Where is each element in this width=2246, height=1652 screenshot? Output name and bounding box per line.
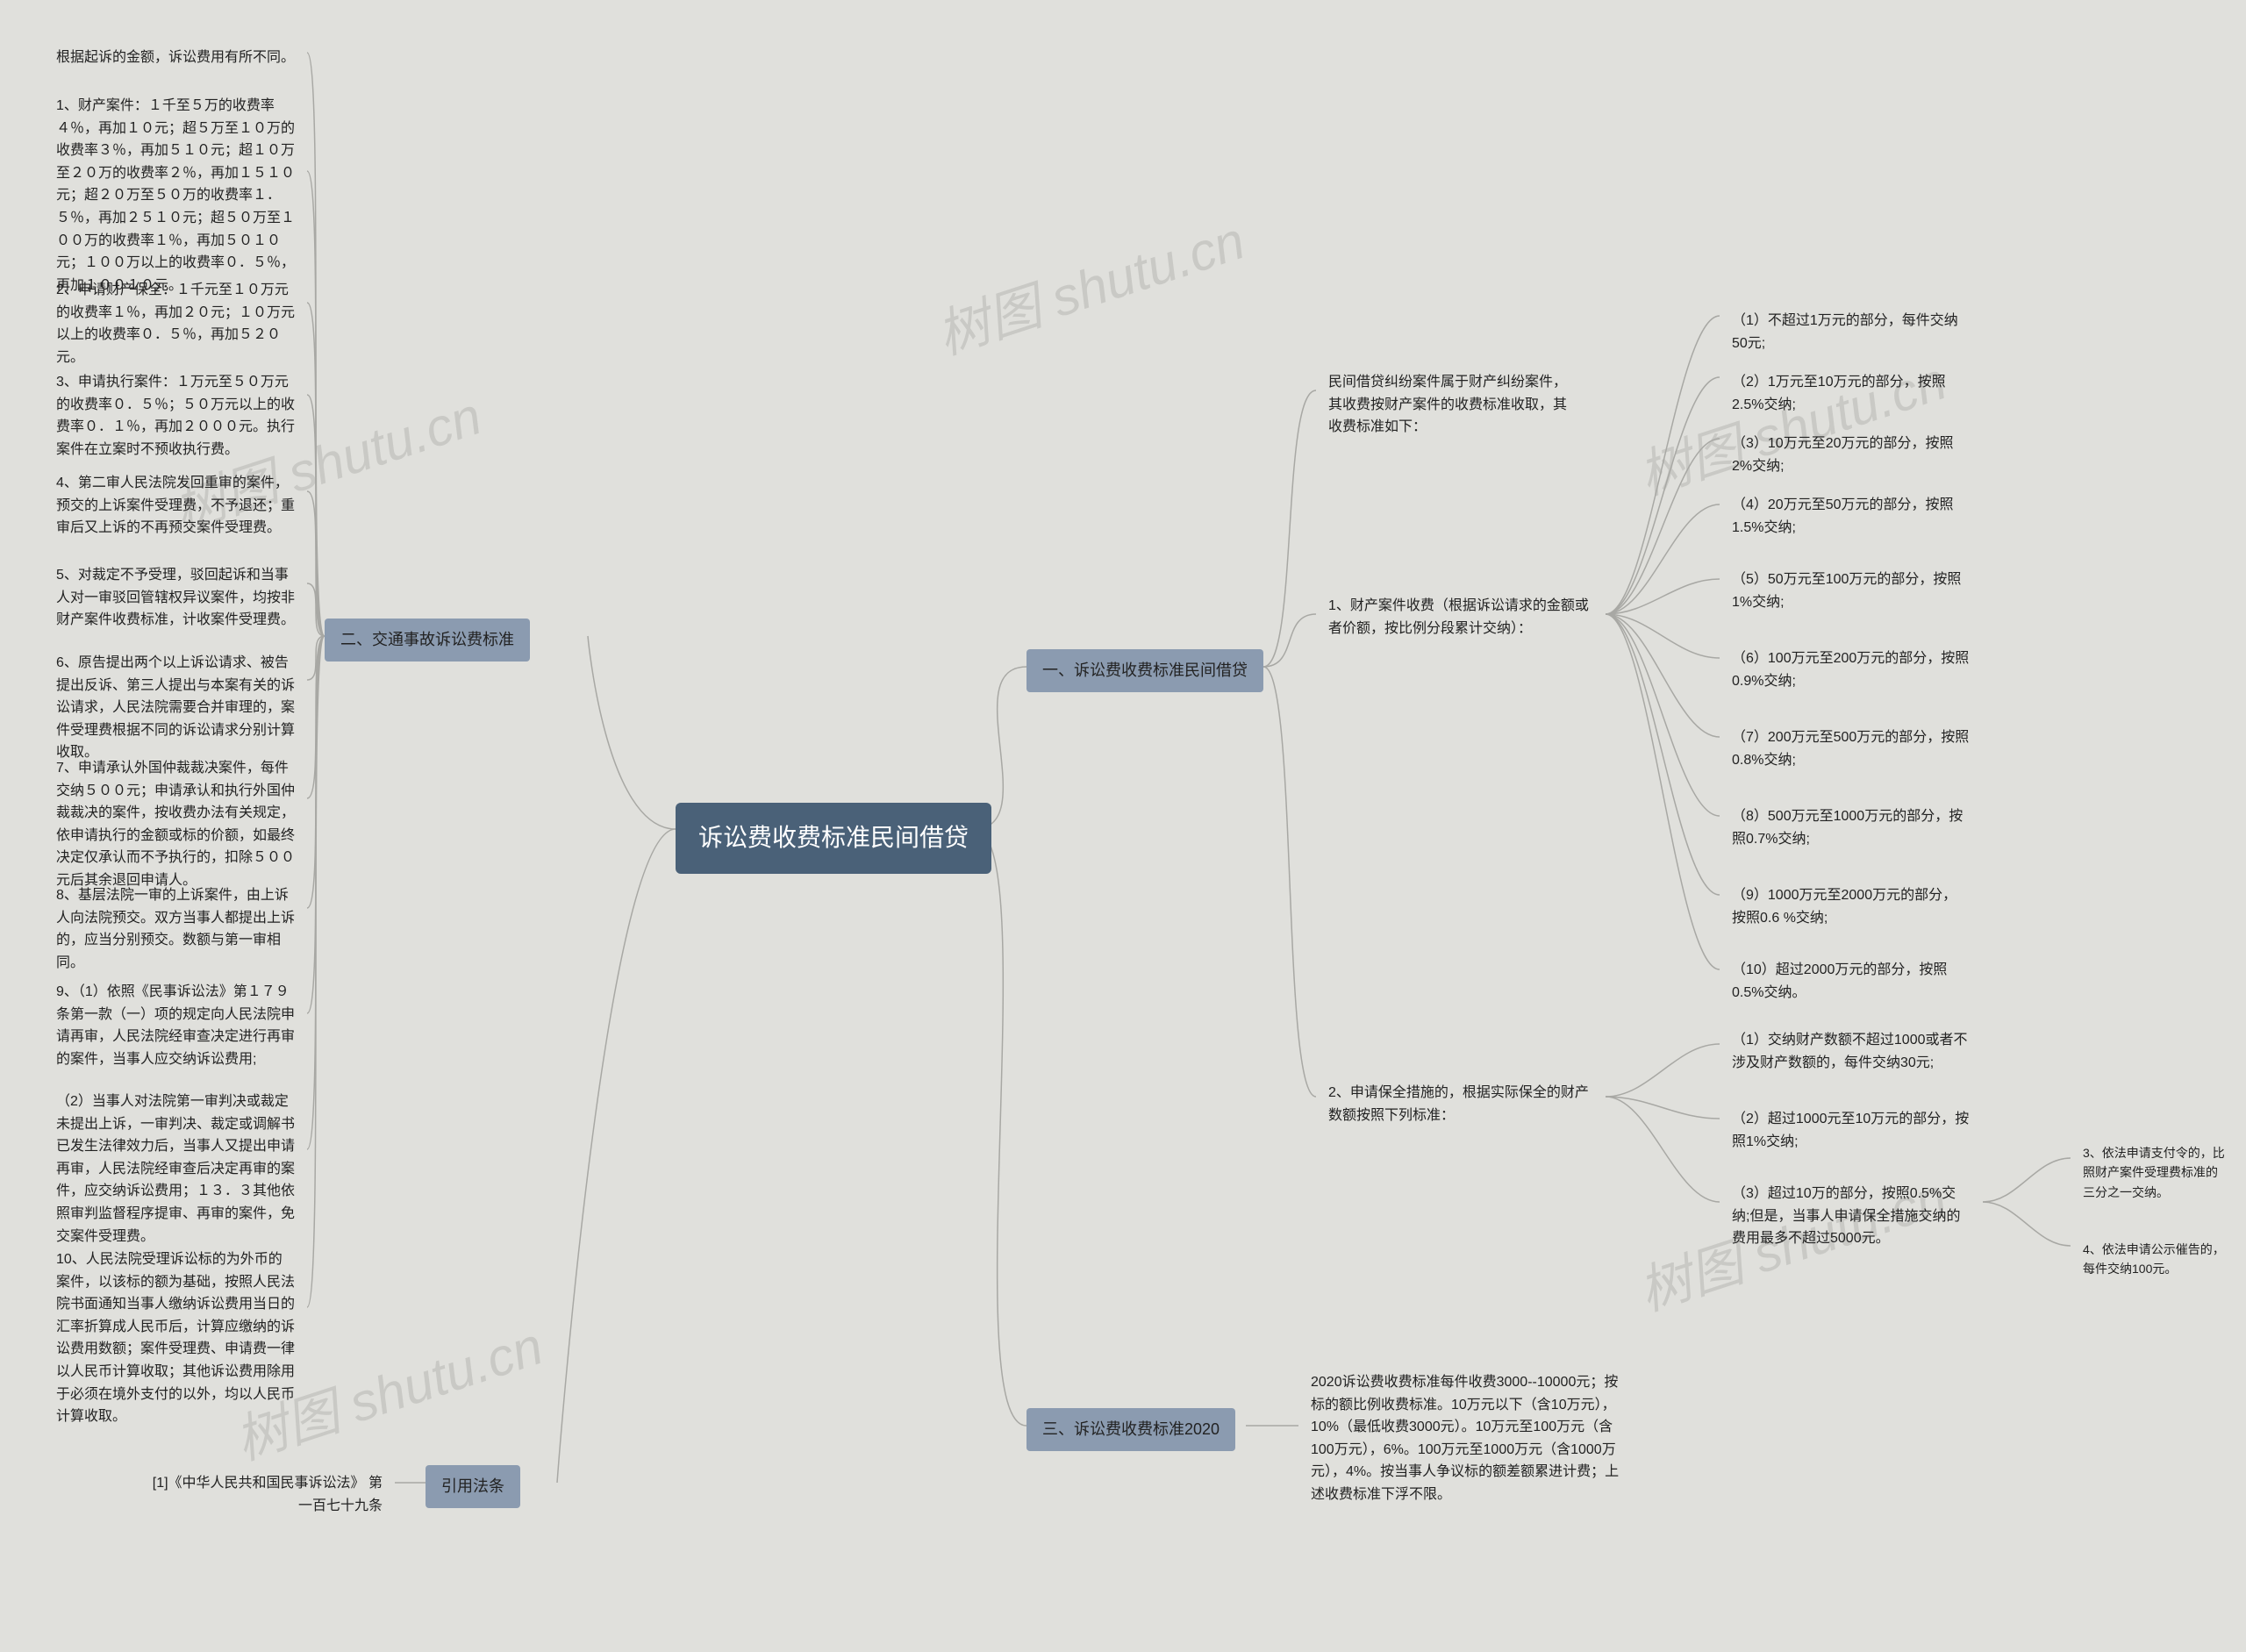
leaf-l-11: 10、人民法院受理诉讼标的为外币的案件，以该标的额为基础，按照人民法院书面通知当… [44,1241,307,1435]
leaf-c1-8: （8）500万元至1000万元的部分，按照0.7%交纳; [1720,798,1983,857]
leaf-l-5: 5、对裁定不予受理，驳回起诉和当事人对一审驳回管辖权异议案件，均按非财产案件收费… [44,557,307,639]
leaf-c1-6: （6）100万元至200万元的部分，按照0.9%交纳; [1720,640,1983,699]
leaf-c1-2: （2）1万元至10万元的部分，按照2.5%交纳; [1720,364,1983,423]
leaf-c1-4: （4）20万元至50万元的部分，按照1.5%交纳; [1720,487,1983,546]
leaf-c1-5: （5）50万元至100万元的部分，按照1%交纳; [1720,561,1983,620]
branch-section-2: 二、交通事故诉讼费标准 [325,619,530,662]
leaf-c1-3: （3）10万元至20万元的部分，按照2%交纳; [1720,426,1983,484]
leaf-c2-sub-3: 3、依法申请支付令的，比照财产案件受理费标准的三分之一交纳。 [2071,1136,2237,1209]
watermark: 树图 shutu.cn [926,198,1253,369]
branch-citation: 引用法条 [426,1465,520,1508]
leaf-c2: 2、申请保全措施的，根据实际保全的财产数额按照下列标准： [1316,1075,1606,1134]
leaf-2020: 2020诉讼费收费标准每件收费3000--10000元；按标的额比例收费标准。1… [1298,1364,1632,1513]
branch-section-1: 一、诉讼费收费标准民间借贷 [1026,649,1263,692]
leaf-l-0: 根据起诉的金额，诉讼费用有所不同。 [44,39,307,76]
branch-section-3: 三、诉讼费收费标准2020 [1026,1408,1235,1451]
leaf-l-2: 2、申请财产保全：１千元至１０万元的收费率１％，再加２０元；１０万元以上的收费率… [44,272,307,375]
leaf-citation: [1]《中华人民共和国民事诉讼法》 第一百七十九条 [132,1465,395,1524]
leaf-c1-7: （7）200万元至500万元的部分，按照0.8%交纳; [1720,719,1983,778]
leaf-l-4: 4、第二审人民法院发回重审的案件，预交的上诉案件受理费，不予退还；重审后又上诉的… [44,465,307,547]
leaf-l-8: 8、基层法院一审的上诉案件，由上诉人向法院预交。双方当事人都提出上诉的，应当分别… [44,877,307,981]
leaf-c1-10: （10）超过2000万元的部分，按照0.5%交纳。 [1720,952,1983,1011]
leaf-c2-2: （2）超过1000元至10万元的部分，按照1%交纳; [1720,1101,1983,1160]
leaf-c2-3: （3）超过10万的部分，按照0.5%交纳;但是，当事人申请保全措施交纳的费用最多… [1720,1176,1983,1257]
leaf-l-9: 9、（1）依照《民事诉讼法》第１７９条第一款（一）项的规定向人民法院申请再审，人… [44,974,307,1077]
leaf-c2-1: （1）交纳财产数额不超过1000或者不涉及财产数额的，每件交纳30元; [1720,1022,1983,1081]
leaf-intro: 民间借贷纠纷案件属于财产纠纷案件，其收费按财产案件的收费标准收取，其收费标准如下… [1316,364,1579,446]
leaf-c2-sub-4: 4、依法申请公示催告的，每件交纳100元。 [2071,1233,2237,1286]
root-node: 诉讼费收费标准民间借贷 [676,803,991,874]
leaf-c1: 1、财产案件收费（根据诉讼请求的金额或者价额，按比例分段累计交纳）： [1316,588,1606,647]
leaf-l-10: （2）当事人对法院第一审判决或裁定未提出上诉，一审判决、裁定或调解书已发生法律效… [44,1083,307,1255]
leaf-l-3: 3、申请执行案件：１万元至５０万元的收费率０．５％；５０万元以上的收费率０．１％… [44,364,307,468]
leaf-c1-9: （9）1000万元至2000万元的部分，按照0.6 %交纳; [1720,877,1983,936]
leaf-c1-1: （1）不超过1万元的部分，每件交纳50元; [1720,303,1983,361]
